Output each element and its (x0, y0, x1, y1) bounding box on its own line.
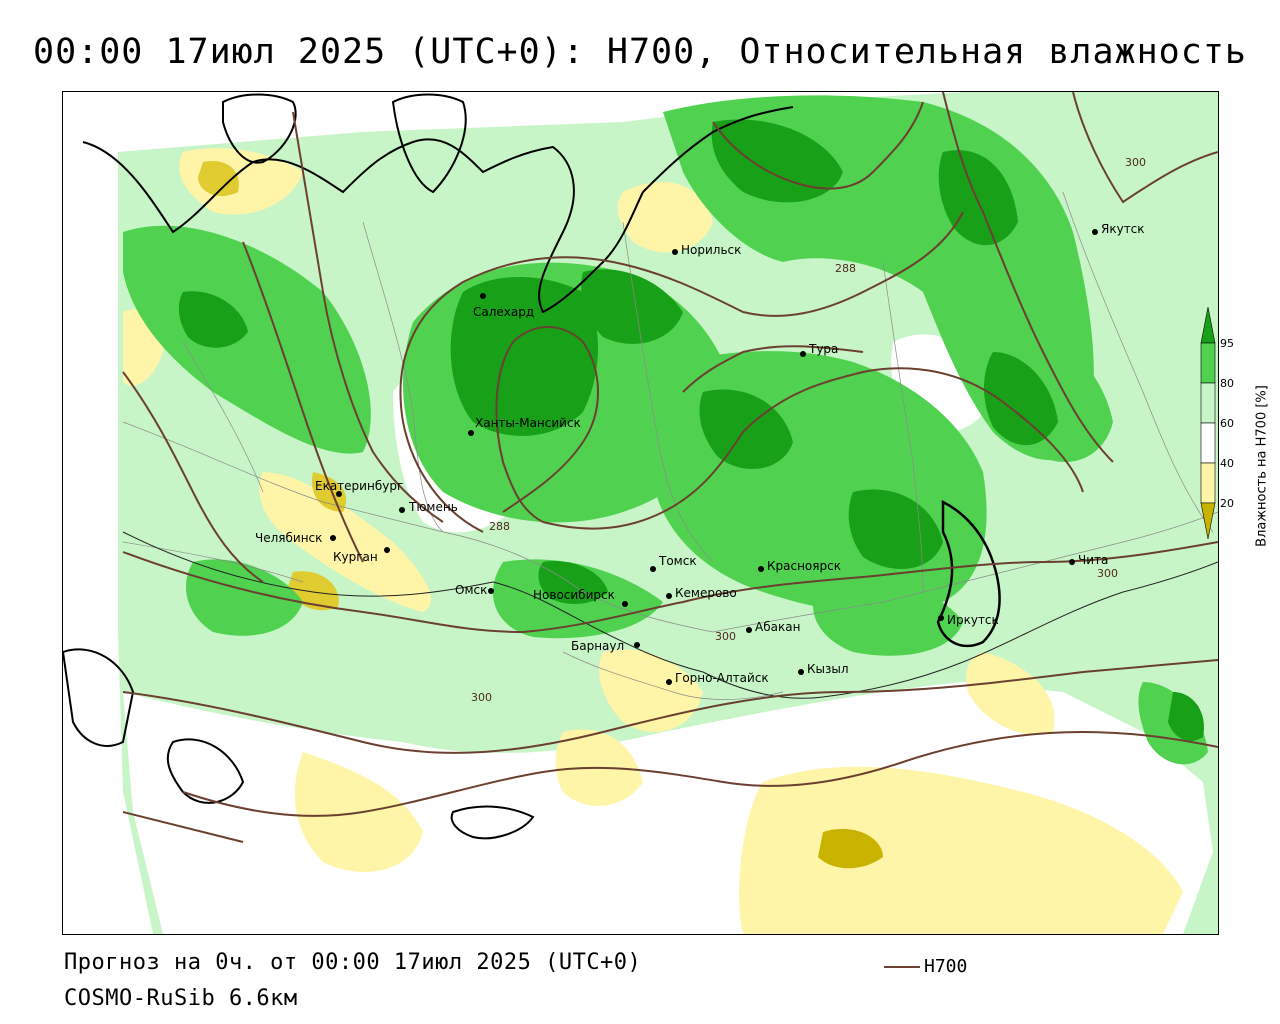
city-gorno-altaysk: Горно-Алтайск (666, 671, 769, 685)
city-label: Якутск (1101, 222, 1145, 236)
city-label: Кызыл (807, 662, 849, 676)
colorbar-tick: 95 (1220, 337, 1234, 350)
colorbar-segment-80-95 (1200, 342, 1216, 384)
city-label: Чита (1078, 553, 1108, 567)
colorbar-tick: 60 (1220, 417, 1234, 430)
city-khanty-mansiysk: Ханты-Мансийск (468, 416, 581, 436)
city-kyzyl: Кызыл (798, 662, 849, 676)
city-label: Омск (455, 583, 487, 597)
city-label: Барнаул (571, 639, 624, 653)
contour-label: 300 (1097, 567, 1118, 580)
city-label: Томск (658, 554, 697, 568)
coastlines (63, 93, 1001, 840)
colorbar-segment-top (1200, 306, 1216, 344)
city-yakutsk: Якутск (1092, 222, 1145, 236)
colorbar-tick: 40 (1220, 457, 1234, 470)
h700-contours (122, 92, 1218, 843)
city-label: Иркутск (947, 613, 999, 627)
city-tura: Тура (800, 342, 838, 357)
model-caption: COSMO-RuSib 6.6км (64, 986, 298, 1011)
city-label: Норильск (681, 243, 741, 257)
city-label: Ханты-Мансийск (475, 416, 581, 430)
city-irkutsk: Иркутск (938, 613, 999, 627)
forecast-caption: Прогноз на 0ч. от 00:00 17июл 2025 (UTC+… (64, 950, 642, 975)
city-krasnoyarsk: Красноярск (758, 559, 841, 573)
city-omsk: Омск (455, 583, 494, 597)
city-label: Курган (333, 550, 378, 564)
humidity-map[interactable]: 300 288 288 300 300 300 Норильск Якутск … (63, 92, 1218, 934)
city-label: Новосибирск (533, 588, 615, 602)
city-kurgan: Курган (333, 547, 390, 564)
city-label: Горно-Алтайск (675, 671, 769, 685)
contour-label: 300 (715, 630, 736, 643)
city-label: Екатеринбург (315, 479, 403, 493)
city-kemerovo: Кемерово (666, 586, 737, 600)
humidity-colorbar: 95 80 60 40 20 (1200, 306, 1234, 540)
city-salekhard: Салехард (473, 293, 534, 319)
city-barnaul: Барнаул (571, 639, 640, 653)
city-tyumen: Тюмень (399, 500, 458, 514)
contour-label: 300 (1125, 156, 1146, 169)
city-tomsk: Томск (650, 554, 697, 572)
city-novosibirsk: Новосибирск (533, 588, 628, 607)
admin-boundaries (122, 191, 1218, 700)
city-label: Тура (808, 342, 838, 356)
country-borders (122, 531, 1218, 699)
colorbar-title: Влажность на H700 [%] (1254, 385, 1270, 547)
contour-legend: H700 (884, 956, 967, 977)
contour-legend-swatch (884, 965, 920, 968)
contour-label: 288 (835, 262, 856, 275)
colorbar-tick: 20 (1220, 497, 1234, 510)
city-abakan: Абакан (746, 620, 800, 634)
city-label: Красноярск (767, 559, 841, 573)
city-label: Тюмень (408, 500, 458, 514)
page-title: 00:00 17июл 2025 (UTC+0): H700, Относите… (33, 32, 1247, 72)
contour-legend-label: H700 (924, 956, 968, 977)
contour-label: 300 (471, 691, 492, 704)
humidity-field (118, 92, 1218, 934)
colorbar-segment-20-40 (1200, 462, 1216, 504)
city-label: Салехард (473, 305, 534, 319)
colorbar-tick: 80 (1220, 377, 1234, 390)
city-norilsk: Норильск (672, 243, 741, 257)
city-label: Кемерово (675, 586, 737, 600)
contour-label: 288 (489, 520, 510, 533)
city-chelyabinsk: Челябинск (255, 531, 336, 545)
city-markers: Норильск Якутск Салехард Тура Ханты-Манс… (255, 222, 1145, 685)
colorbar-segment-60-80 (1200, 382, 1216, 424)
city-label: Абакан (755, 620, 800, 634)
colorbar-segment-bottom (1200, 502, 1216, 540)
contour-label-group: 300 288 288 300 300 300 (471, 156, 1146, 704)
map-panel[interactable]: 300 288 288 300 300 300 Норильск Якутск … (62, 91, 1219, 935)
city-label: Челябинск (255, 531, 322, 545)
city-chita: Чита (1069, 553, 1108, 567)
city-ekaterinburg: Екатеринбург (315, 479, 403, 497)
colorbar-segment-40-60 (1200, 422, 1216, 464)
